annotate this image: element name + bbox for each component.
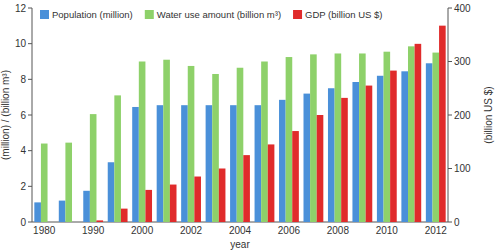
y2-tick-label: 400: [454, 3, 471, 14]
legend-label: GDP (billion US $): [305, 9, 382, 20]
bar: [145, 190, 152, 222]
bar: [181, 105, 188, 222]
bar: [286, 57, 293, 222]
bar: [335, 53, 342, 222]
y2-axis-label: (billion US $): [483, 86, 494, 143]
x-tick-label: 1990: [82, 225, 105, 236]
bar: [243, 155, 250, 222]
y-tick: [28, 150, 32, 151]
bar: [366, 86, 373, 222]
legend-swatch: [293, 10, 302, 19]
bar: [194, 177, 201, 222]
bar: [96, 220, 103, 222]
bar: [359, 53, 366, 222]
bar: [310, 54, 317, 222]
bar: [439, 26, 446, 222]
y2-tick-label: 0: [454, 217, 460, 228]
bar: [230, 105, 237, 222]
bar: [304, 94, 311, 222]
x-tick-label: 2000: [131, 225, 154, 236]
bar: [384, 52, 391, 222]
bar: [317, 115, 324, 222]
bar: [255, 105, 262, 222]
bar: [352, 82, 359, 222]
bar: [261, 62, 268, 223]
bar: [83, 191, 90, 222]
bar: [163, 60, 170, 222]
bar: [328, 88, 335, 222]
bar: [108, 162, 115, 222]
bar: [157, 105, 164, 222]
bar: [90, 114, 97, 222]
x-tick-label: 1980: [33, 225, 56, 236]
y-tick-label: 6: [20, 110, 26, 121]
legend-label: Population (million): [52, 9, 133, 20]
y-tick: [28, 222, 32, 223]
x-tick-label: 2012: [425, 225, 448, 236]
y2-tick: [448, 8, 452, 9]
bar: [170, 185, 177, 222]
y-tick-label: 10: [15, 38, 27, 49]
y-tick-label: 4: [20, 145, 26, 156]
y2-tick: [448, 61, 452, 62]
bar: [206, 105, 213, 222]
y2-tick: [448, 115, 452, 116]
y2-tick-label: 300: [454, 56, 471, 67]
bar: [377, 76, 384, 222]
bar: [292, 131, 299, 222]
y-tick-label: 0: [20, 217, 26, 228]
x-tick-label: 2006: [278, 225, 301, 236]
bar: [401, 71, 408, 222]
y-tick: [28, 43, 32, 44]
y2-tick: [448, 168, 452, 169]
x-axis-label: year: [230, 239, 250, 250]
legend-swatch: [145, 10, 154, 19]
legend-swatch: [40, 10, 49, 19]
bar: [121, 209, 128, 222]
y-tick-label: 12: [15, 3, 27, 14]
y2-tick-label: 200: [454, 110, 471, 121]
bar: [59, 201, 66, 222]
bar: [41, 144, 48, 222]
chart: 0 2 4 6 8 10 12 0 100 200 300 400 1980 1990 2000 2002 20…: [0, 0, 500, 251]
y2-tick: [448, 222, 452, 223]
y2-tick-label: 100: [454, 163, 471, 174]
bar: [34, 202, 41, 222]
x-tick-label: 2010: [376, 225, 399, 236]
bars: [34, 26, 445, 222]
x-tick-label: 2002: [180, 225, 203, 236]
x-tick-label: 2008: [327, 225, 350, 236]
legend-label: Water use amount (billion m³): [157, 9, 281, 20]
y-axis-label: (million) / (billion m³): [0, 70, 11, 160]
bar: [132, 107, 139, 222]
y-tick: [28, 186, 32, 187]
bar: [279, 100, 286, 222]
bar: [415, 44, 422, 222]
bar: [237, 68, 244, 222]
bar: [341, 98, 348, 222]
bar: [432, 53, 439, 222]
bar: [426, 63, 433, 222]
y-tick: [28, 8, 32, 9]
y-tick-label: 8: [20, 74, 26, 85]
y-tick: [28, 79, 32, 80]
bar: [212, 74, 219, 222]
bar: [114, 95, 121, 222]
bar: [65, 143, 72, 222]
x-tick-label: 2004: [229, 225, 252, 236]
y-tick: [28, 115, 32, 116]
y-tick-label: 2: [20, 181, 26, 192]
legend: Population (million) Water use amount (bi…: [40, 9, 382, 20]
bar: [188, 66, 195, 222]
bar: [408, 46, 415, 222]
bar: [268, 144, 275, 222]
bar: [219, 169, 226, 223]
bar: [390, 71, 397, 222]
bar: [139, 62, 146, 223]
